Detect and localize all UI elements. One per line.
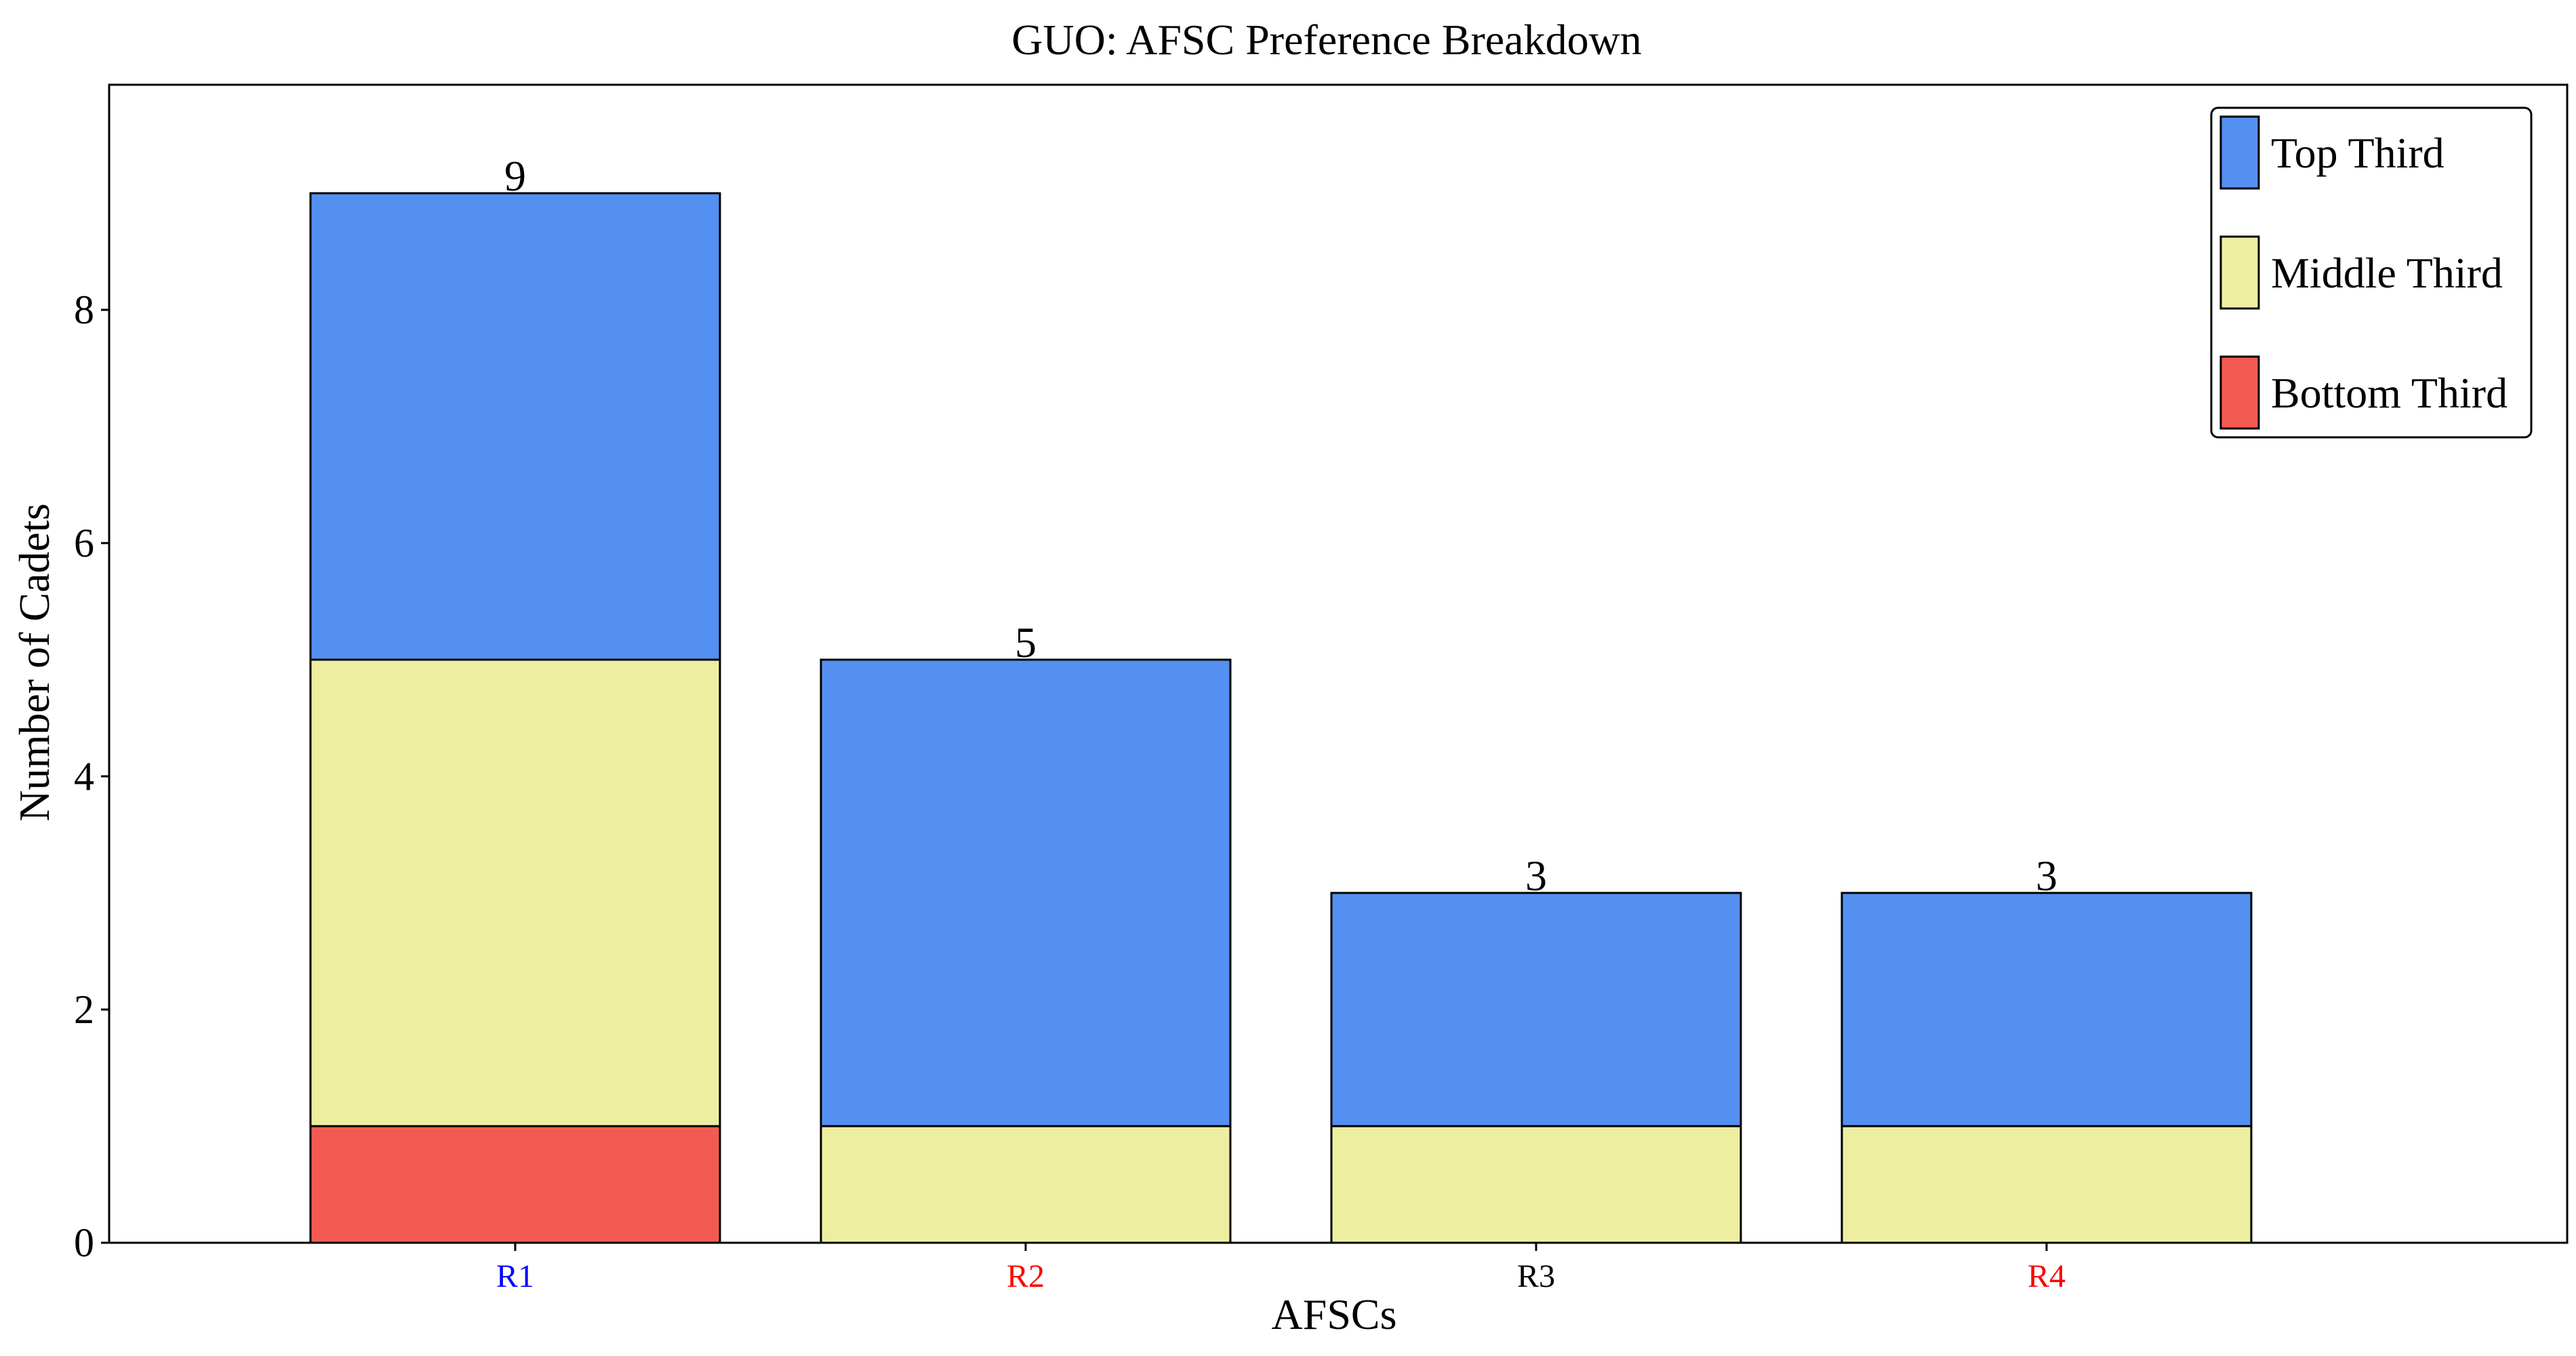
bar-r1-top-third <box>309 192 721 661</box>
x-axis-label: AFSCs <box>1272 1290 1397 1338</box>
y-tick-label-6: 6 <box>74 521 94 565</box>
legend-box <box>2210 106 2533 439</box>
plot-frame <box>108 83 2569 1244</box>
legend-swatch-middle-third <box>2219 235 2260 310</box>
bar-r3-top-third <box>1330 892 1742 1128</box>
y-axis-label: Number of Cadets <box>10 503 58 821</box>
legend-label-top-third: Top Third <box>2271 129 2444 177</box>
bar-r3-middle-third <box>1330 1125 1742 1244</box>
value-label-r4: 3 <box>2036 852 2057 900</box>
legend-label-middle-third: Middle Third <box>2271 249 2503 297</box>
x-tick-label-r4: R4 <box>2028 1258 2066 1294</box>
value-label-r1: 9 <box>504 152 526 200</box>
y-axis: 0 2 4 6 8 <box>74 287 109 1265</box>
x-axis: R1 R2 R3 R4 <box>496 1243 2066 1294</box>
bar-r2-top-third <box>820 658 1232 1128</box>
value-label-r3: 3 <box>1525 852 1547 900</box>
bar-r2-middle-third <box>820 1125 1232 1244</box>
legend-label-bottom-third: Bottom Third <box>2271 369 2508 417</box>
bar-r1-middle-third <box>309 658 721 1128</box>
y-tick-label-0: 0 <box>74 1220 94 1265</box>
value-label-r2: 5 <box>1015 618 1037 666</box>
x-tick-label-r1: R1 <box>496 1258 534 1294</box>
bar-r1-bottom-third <box>309 1125 721 1244</box>
bars-layer <box>309 192 2253 1244</box>
legend-swatch-top-third <box>2219 115 2260 190</box>
y-tick-label-4: 4 <box>74 754 94 799</box>
value-labels-layer: 9 5 3 3 <box>504 152 2057 900</box>
legend-swatch-bottom-third <box>2219 355 2260 430</box>
chart-title: GUO: AFSC Preference Breakdown <box>1011 16 1642 64</box>
y-tick-label-8: 8 <box>74 287 94 332</box>
legend: Top Third Middle Third Bottom Third <box>2210 106 2533 439</box>
x-tick-label-r2: R2 <box>1007 1258 1045 1294</box>
y-tick-label-2: 2 <box>74 987 94 1032</box>
bar-r4-top-third <box>1840 892 2253 1128</box>
bar-r4-middle-third <box>1840 1125 2253 1244</box>
x-tick-label-r3: R3 <box>1517 1258 1555 1294</box>
